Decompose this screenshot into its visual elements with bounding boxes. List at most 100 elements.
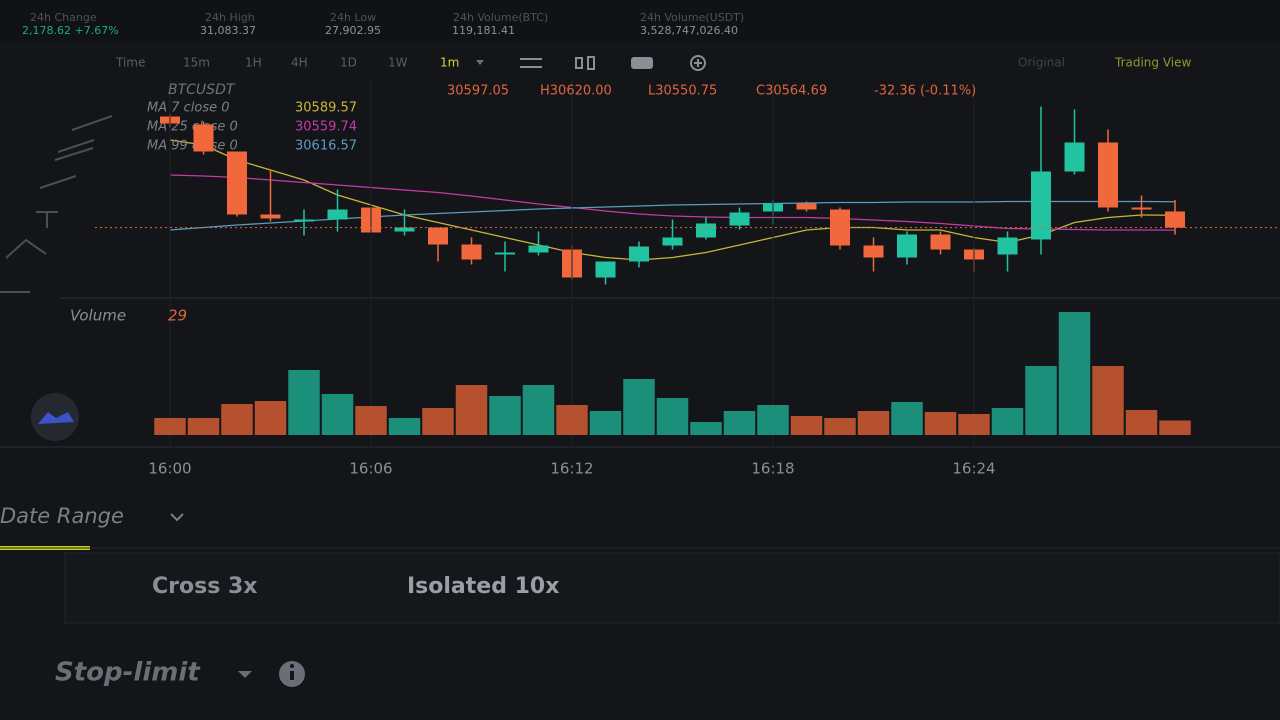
volume-bar xyxy=(455,385,488,435)
stat-value: 2,178.62 +7.67% xyxy=(22,24,119,37)
volume-bar xyxy=(221,404,253,435)
interval-tab[interactable]: 1H xyxy=(245,56,262,70)
volume-bar xyxy=(355,406,387,435)
date-range[interactable]: Date Range xyxy=(0,504,124,528)
candle-body xyxy=(260,214,281,219)
ma-legend-value: 30616.57 xyxy=(295,139,357,154)
volume-bar xyxy=(589,411,622,435)
volume-bar xyxy=(857,411,890,435)
margin-mode[interactable]: Cross 3x xyxy=(152,574,257,599)
candle-body xyxy=(629,246,649,262)
candle-body xyxy=(428,227,448,245)
volume-bar xyxy=(288,370,320,435)
ma-legend-name: MA 7 close 0 xyxy=(147,101,230,116)
candle-body xyxy=(729,212,750,226)
volume-bar xyxy=(924,412,957,435)
volume-bar xyxy=(656,398,689,435)
stat-value: 3,528,747,026.40 xyxy=(640,24,738,37)
volume-bar xyxy=(891,402,923,435)
candle-body xyxy=(528,245,549,253)
candle-body xyxy=(227,151,247,215)
candle-icon[interactable] xyxy=(575,57,583,69)
ma-legend-name: MA 99 close 0 xyxy=(147,139,238,154)
volume-bar xyxy=(1025,366,1057,435)
interval-tab[interactable]: 1D xyxy=(340,56,357,70)
candle-body xyxy=(1131,207,1152,210)
tool-icon[interactable] xyxy=(71,115,113,131)
ma-legend-value: 30589.57 xyxy=(295,101,357,116)
candle-body xyxy=(897,234,917,258)
leverage[interactable]: Isolated 10x xyxy=(407,574,559,599)
logo-icon xyxy=(38,412,74,424)
view-tab[interactable]: Original xyxy=(1018,56,1065,70)
candle-body xyxy=(1098,142,1118,208)
candle-icon[interactable] xyxy=(587,56,595,70)
add-icon[interactable] xyxy=(690,55,706,71)
drawing-tools xyxy=(0,115,113,293)
stat-value: 31,083.37 xyxy=(200,24,256,37)
volume-bar xyxy=(723,411,756,435)
interval-tab[interactable]: Time xyxy=(115,56,145,70)
ohlc-open: 30597.05 xyxy=(447,84,509,99)
stats-bar xyxy=(0,0,1280,42)
stat-label: 24h Volume(BTC) xyxy=(453,11,548,24)
interval-tab[interactable]: 4H xyxy=(291,56,308,70)
toolbar-icons xyxy=(520,55,706,71)
candle-body xyxy=(930,234,951,250)
ma-legend-value: 30559.74 xyxy=(295,120,357,135)
ohlc-low: L30550.75 xyxy=(648,84,717,99)
tool-icon[interactable] xyxy=(5,238,47,259)
logo-badge xyxy=(31,393,79,441)
volume-value: 29 xyxy=(168,307,187,325)
volume-bar xyxy=(187,418,220,435)
camera-icon[interactable] xyxy=(631,57,653,69)
candle-body xyxy=(394,227,415,232)
volume-label: Volume xyxy=(70,307,126,325)
candle-body xyxy=(1031,171,1051,240)
stat-value: 119,181.41 xyxy=(452,24,515,37)
stat-label: 24h Volume(USDT) xyxy=(640,11,744,24)
stat-label: 24h High xyxy=(205,11,255,24)
add-icon[interactable] xyxy=(694,59,702,67)
volume-bar xyxy=(824,418,856,435)
candle-body xyxy=(193,124,214,152)
volume-bar xyxy=(422,408,454,435)
view-tab-active[interactable]: Trading View xyxy=(1114,56,1192,70)
volume-bar xyxy=(556,405,588,435)
candle-body xyxy=(1064,142,1085,172)
volume-bar xyxy=(690,422,722,435)
tool-icon[interactable] xyxy=(39,175,77,189)
interval-tab[interactable]: 1W xyxy=(388,56,408,70)
candle-body xyxy=(863,245,884,258)
x-tick-label: 16:00 xyxy=(148,460,191,478)
volume-bar xyxy=(321,394,354,435)
dropdown-caret[interactable] xyxy=(476,60,484,65)
volume-bar xyxy=(1125,410,1158,435)
tool-icon[interactable] xyxy=(54,139,95,161)
info-icon-mark xyxy=(290,671,294,680)
volume-bar xyxy=(1159,420,1191,435)
volume-bar xyxy=(388,418,421,435)
candle-body xyxy=(997,237,1018,255)
ohlc-change: -32.36 (-0.11%) xyxy=(874,84,976,99)
volume-bar xyxy=(623,379,655,435)
interval-tab-active[interactable]: 1m xyxy=(440,56,459,70)
margin-panel xyxy=(64,552,1280,624)
indicator-icon[interactable] xyxy=(520,58,542,68)
x-tick-label: 16:18 xyxy=(751,460,794,478)
x-tick-label: 16:06 xyxy=(349,460,392,478)
volume-bar xyxy=(1058,312,1091,435)
stat-value: 27,902.95 xyxy=(325,24,381,37)
symbol: BTCUSDT xyxy=(168,82,236,98)
candle-body xyxy=(662,237,683,246)
candle-body xyxy=(595,261,616,278)
x-tick-label: 16:12 xyxy=(550,460,593,478)
stat-label: 24h Low xyxy=(330,11,376,24)
order-type[interactable]: Stop-limit xyxy=(55,658,201,688)
interval-tab[interactable]: 15m xyxy=(183,56,210,70)
order-type-caret[interactable] xyxy=(238,671,252,678)
tool-icon[interactable] xyxy=(36,211,58,228)
date-range-caret[interactable] xyxy=(170,513,184,522)
volume-bar xyxy=(991,408,1024,435)
